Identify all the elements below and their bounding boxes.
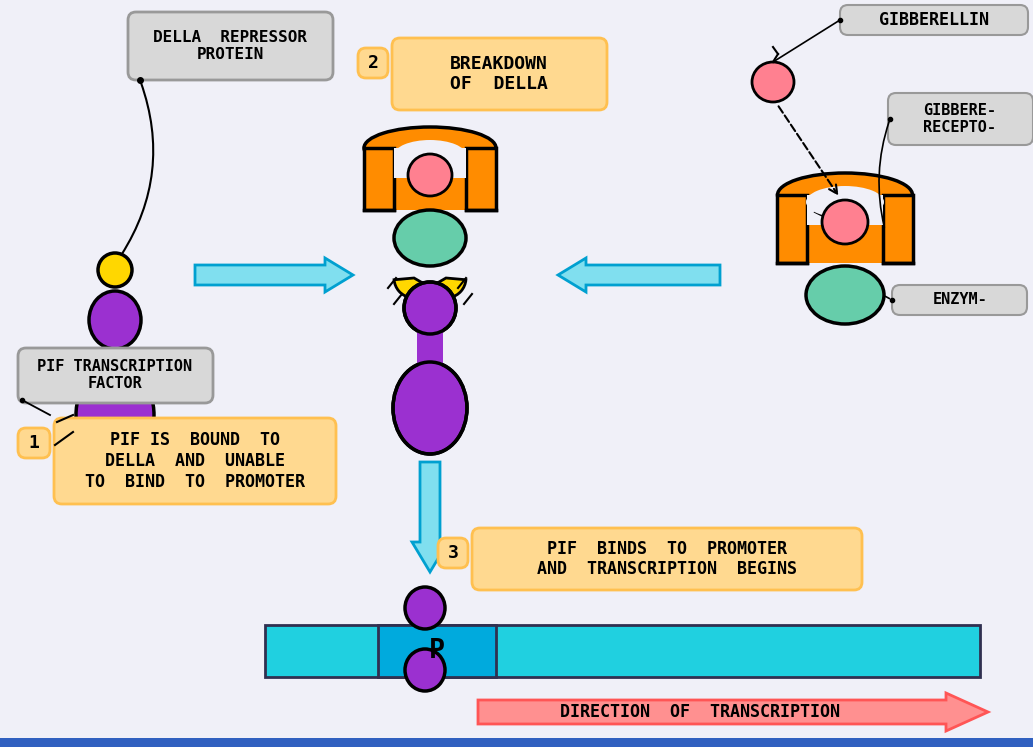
Ellipse shape [393, 362, 467, 454]
Ellipse shape [806, 186, 884, 218]
Ellipse shape [394, 140, 466, 170]
Ellipse shape [364, 127, 496, 169]
FancyBboxPatch shape [18, 348, 213, 403]
Ellipse shape [822, 200, 868, 244]
Ellipse shape [752, 62, 794, 102]
Bar [417, 308, 443, 366]
Bar [394, 148, 466, 178]
Text: 1: 1 [29, 434, 39, 452]
Ellipse shape [394, 210, 466, 266]
Bar [777, 195, 807, 263]
FancyBboxPatch shape [128, 12, 333, 80]
FancyArrow shape [478, 693, 988, 731]
Ellipse shape [778, 173, 912, 217]
FancyBboxPatch shape [54, 418, 336, 504]
Bar [364, 148, 496, 210]
FancyBboxPatch shape [358, 48, 388, 78]
Ellipse shape [405, 649, 445, 691]
Text: P: P [429, 638, 445, 664]
FancyArrow shape [558, 258, 720, 292]
Bar [807, 195, 883, 225]
FancyArrow shape [195, 258, 353, 292]
Bar [417, 292, 443, 350]
Ellipse shape [76, 365, 154, 465]
FancyBboxPatch shape [888, 93, 1033, 145]
Text: BREAKDOWN
OF  DELLA: BREAKDOWN OF DELLA [450, 55, 547, 93]
FancyArrow shape [412, 462, 448, 572]
Bar [883, 195, 913, 263]
Ellipse shape [98, 253, 132, 287]
Bar [265, 625, 980, 677]
Bar [102, 330, 128, 385]
Wedge shape [394, 278, 432, 298]
FancyBboxPatch shape [438, 538, 468, 568]
Bar [777, 195, 913, 263]
Text: GIBBERELLIN: GIBBERELLIN [879, 11, 989, 29]
FancyBboxPatch shape [893, 285, 1027, 315]
Text: DELLA  REPRESSOR
PROTEIN: DELLA REPRESSOR PROTEIN [153, 30, 307, 62]
Ellipse shape [404, 282, 456, 334]
Bar [378, 625, 496, 677]
Ellipse shape [408, 154, 452, 196]
Ellipse shape [89, 291, 140, 349]
Text: 2: 2 [368, 54, 378, 72]
Text: 3: 3 [447, 544, 459, 562]
FancyBboxPatch shape [840, 5, 1028, 35]
Bar [364, 148, 394, 210]
FancyBboxPatch shape [472, 528, 862, 590]
Ellipse shape [405, 587, 445, 629]
Bar [466, 148, 496, 210]
FancyBboxPatch shape [392, 38, 607, 110]
Wedge shape [429, 278, 466, 298]
Text: GIBBERE-
RECEPTO-: GIBBERE- RECEPTO- [924, 103, 997, 135]
Text: PIF  BINDS  TO  PROMOTER
AND  TRANSCRIPTION  BEGINS: PIF BINDS TO PROMOTER AND TRANSCRIPTION … [537, 539, 797, 578]
Ellipse shape [806, 266, 884, 324]
Text: PIF TRANSCRIPTION
FACTOR: PIF TRANSCRIPTION FACTOR [37, 359, 192, 391]
Text: ENZYM-: ENZYM- [933, 293, 988, 308]
Bar [0, 738, 1033, 747]
FancyBboxPatch shape [18, 428, 50, 458]
Text: PIF IS  BOUND  TO
DELLA  AND  UNABLE
TO  BIND  TO  PROMOTER: PIF IS BOUND TO DELLA AND UNABLE TO BIND… [85, 431, 305, 491]
Text: DIRECTION  OF  TRANSCRIPTION: DIRECTION OF TRANSCRIPTION [560, 703, 840, 721]
